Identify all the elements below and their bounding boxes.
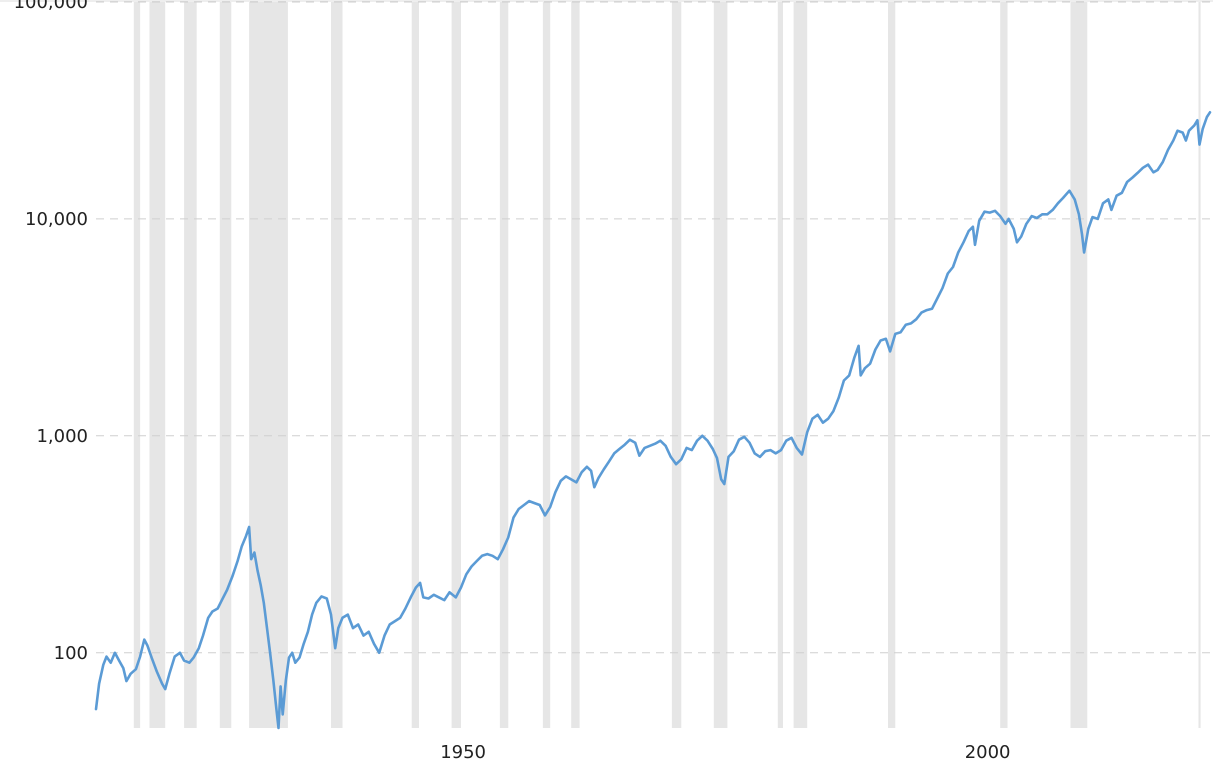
y-tick-label: 10,000 <box>25 209 88 230</box>
x-tick-label: 1950 <box>440 742 486 763</box>
recession-band <box>1000 2 1008 728</box>
x-axis-tick-labels: 1950 2000 <box>440 742 1010 763</box>
recession-band <box>1070 2 1088 728</box>
y-tick-label: 100 <box>54 643 88 664</box>
x-tick-label: 2000 <box>965 742 1011 763</box>
recession-band <box>499 2 509 728</box>
series-line <box>94 111 1212 730</box>
recession-band <box>219 2 232 728</box>
recession-band <box>571 2 580 728</box>
recession-band <box>793 2 808 728</box>
recession-band <box>888 2 896 728</box>
recession-band <box>671 2 682 728</box>
gridlines <box>0 0 1213 654</box>
recession-band <box>542 2 551 728</box>
recession-band <box>249 2 288 728</box>
y-tick-label: 100,000 <box>14 0 88 13</box>
recession-bands <box>133 2 1201 728</box>
recession-band <box>184 2 197 728</box>
recession-band <box>713 2 728 728</box>
recession-band <box>451 2 461 728</box>
recession-band <box>331 2 343 728</box>
y-axis-tick-labels: 100 1,000 10,000 100,000 <box>14 0 88 664</box>
recession-band <box>133 2 141 728</box>
recession-band <box>777 2 783 728</box>
recession-band <box>149 2 166 728</box>
y-tick-label: 1,000 <box>36 426 88 447</box>
recession-band <box>411 2 419 728</box>
series-group <box>94 111 1212 730</box>
recession-band <box>1198 2 1201 728</box>
